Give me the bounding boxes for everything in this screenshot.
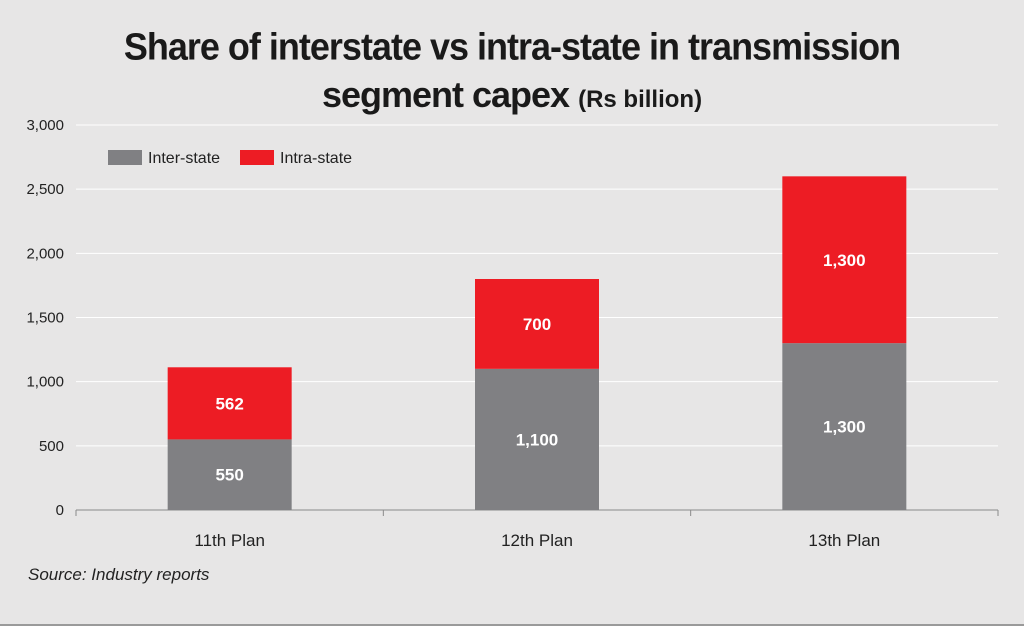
data-label: 1,100 — [516, 430, 559, 449]
chart-title-line2: segment capex (Rs billion) — [0, 74, 1024, 115]
bar-inter-state — [167, 439, 292, 510]
chart-title-line2-text: segment capex — [321, 74, 570, 115]
bar-inter-state — [782, 343, 907, 510]
data-label: 1,300 — [823, 251, 866, 270]
stacked-bar-chart: 0 500 1,000 1,500 2,000 2,500 3,000 550 562 11th … — [26, 117, 999, 550]
y-tick-label: 1,000 — [26, 374, 64, 391]
y-tick-label: 1,500 — [26, 310, 64, 327]
data-label: 1,300 — [823, 418, 866, 437]
source-note: Source: Industry reports — [28, 565, 210, 584]
x-category-label: 12th Plan — [501, 531, 573, 550]
legend-label: Inter-state — [148, 150, 220, 167]
bar-intra-state — [167, 367, 292, 440]
chart-title-line1: Share of interstate vs intra-state in tr… — [123, 24, 901, 69]
bar-intra-state — [782, 176, 907, 344]
bar-inter-state — [475, 368, 599, 510]
y-tick-label: 500 — [39, 438, 64, 455]
legend-swatch-intra-state — [240, 150, 274, 165]
y-tick-label: 0 — [56, 502, 64, 519]
y-tick-label: 2,000 — [26, 245, 64, 262]
x-category-label: 11th Plan — [194, 531, 265, 550]
chart-title-unit: (Rs billion) — [578, 86, 703, 113]
data-label: 562 — [215, 394, 243, 413]
y-tick-label: 3,000 — [26, 117, 64, 134]
data-label: 700 — [523, 315, 551, 334]
legend-swatch-inter-state — [108, 150, 142, 165]
bar-intra-state — [475, 279, 599, 369]
legend-label: Intra-state — [280, 150, 352, 167]
y-tick-label: 2,500 — [26, 181, 64, 198]
data-label: 550 — [215, 466, 243, 485]
x-category-label: 13th Plan — [808, 531, 880, 550]
